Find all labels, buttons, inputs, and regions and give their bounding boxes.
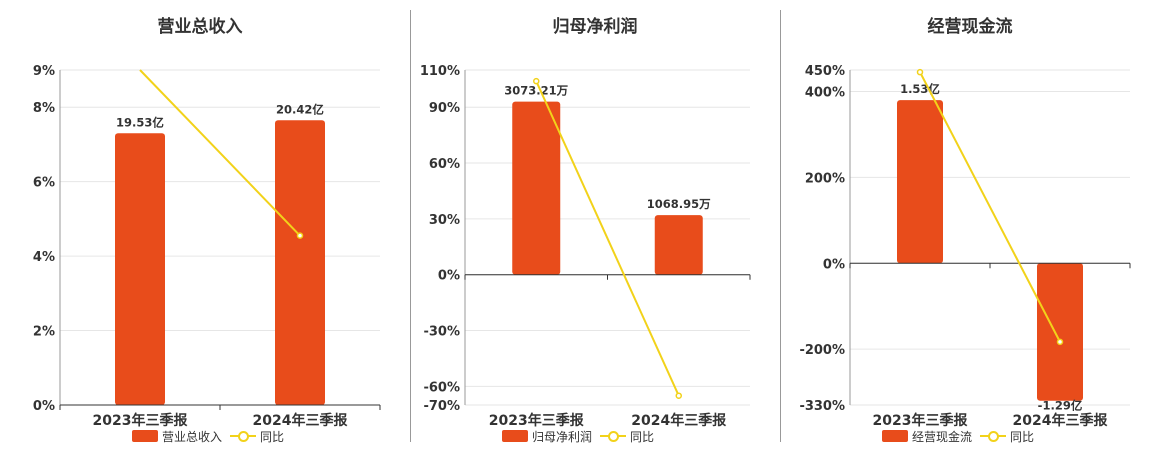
y-tick-label: 400% (805, 85, 845, 100)
legend-bar-swatch (882, 430, 908, 442)
bar-data-label: 19.53亿 (116, 115, 164, 129)
bar (115, 133, 165, 405)
bar-data-label: 1.53亿 (900, 82, 940, 96)
bar (897, 100, 943, 264)
bar-data-label: -1.29亿 (1038, 399, 1083, 413)
bar (1037, 263, 1083, 401)
y-tick-label: 6% (33, 176, 55, 191)
bar (654, 215, 703, 275)
yoy-point (675, 392, 682, 399)
yoy-point (533, 77, 540, 85)
y-tick-label: 0% (438, 269, 460, 284)
y-tick-label: 0% (33, 399, 55, 414)
bar-data-label: 1068.95万 (647, 197, 711, 211)
y-tick-label: -200% (799, 343, 845, 358)
legend: 经营现金流 同比 (882, 427, 1034, 445)
y-tick-label: 30% (429, 213, 460, 228)
legend-bar-label: 营业总收入 (162, 429, 223, 444)
bar-data-label: 20.42亿 (276, 102, 324, 116)
x-tick-label: 2024年三季报 (631, 412, 726, 429)
bar (512, 101, 561, 275)
x-tick-label: 2023年三季报 (93, 412, 188, 429)
x-tick-label: 2024年三季报 (253, 412, 348, 429)
y-tick-label: 200% (805, 171, 845, 186)
chart-panel-revenue: 营业总收入 0% 2% 4% 6% 8% 9% 19.53亿 20.42亿 2023年三季报 20… (0, 0, 400, 450)
y-tick-label: 110% (420, 64, 460, 79)
legend-line-label: 同比 (260, 429, 285, 444)
y-tick-label: -60% (423, 380, 460, 395)
chart-panel-net-profit: 归母净利润 -70% -60% -30% 0% 30% 60% 90% 110% 3073.21… (400, 0, 780, 450)
yoy-line (139, 69, 301, 237)
legend-line-label: 同比 (1010, 429, 1035, 444)
y-tick-label: 60% (429, 157, 460, 172)
y-tick-label: 8% (33, 101, 55, 116)
chart-panel-cash-flow: 经营现金流 -330% -200% 0% 200% 400% 450% 1.53亿 -1.29… (780, 0, 1160, 450)
chart-title: 经营现金流 (927, 17, 1013, 37)
chart-title: 营业总收入 (157, 17, 243, 37)
legend-bar-label: 归母净利润 (532, 429, 593, 444)
bar-data-label: 3073.21万 (504, 84, 568, 98)
legend-bar-label: 经营现金流 (912, 429, 973, 444)
legend-bar-swatch (132, 430, 158, 442)
y-tick-label: -330% (799, 399, 845, 414)
y-tick-label: 2% (33, 325, 55, 340)
legend: 归母净利润 同比 (502, 427, 654, 445)
x-tick-label: 2023年三季报 (873, 412, 968, 429)
y-tick-label: 4% (33, 250, 55, 265)
legend: 营业总收入 同比 (132, 427, 284, 445)
y-tick-label: -70% (423, 399, 460, 414)
legend-line-swatch (230, 430, 257, 442)
yoy-point (296, 232, 304, 239)
legend-line-swatch (600, 430, 627, 442)
y-tick-label: -30% (423, 325, 460, 340)
y-tick-label: 90% (429, 101, 460, 116)
chart-net-profit: -70% -60% -30% 0% 30% 60% 90% 110% 3073.21万 1068.… (420, 64, 751, 429)
chart-title: 归母净利润 (552, 17, 638, 37)
y-tick-label: 0% (823, 257, 845, 272)
chart-revenue: 0% 2% 4% 6% 8% 9% 19.53亿 20.42亿 2023年三季报 2024年三季报 (33, 64, 381, 429)
yoy-point (1056, 338, 1064, 346)
y-tick-label: 450% (805, 64, 845, 79)
legend-bar-swatch (502, 430, 528, 442)
yoy-line (919, 71, 1061, 343)
yoy-point (916, 68, 924, 76)
x-tick-label: 2023年三季报 (489, 412, 584, 429)
bar (275, 120, 325, 405)
legend-line-label: 同比 (630, 429, 655, 444)
y-tick-label: 9% (33, 64, 55, 79)
x-tick-label: 2024年三季报 (1013, 412, 1108, 429)
chart-cash-flow: -330% -200% 0% 200% 400% 450% 1.53亿 -1.29亿 2023年… (799, 64, 1131, 429)
legend-line-swatch (980, 430, 1007, 442)
panel-divider (780, 10, 781, 442)
panel-divider (410, 10, 411, 442)
yoy-line (535, 80, 680, 397)
